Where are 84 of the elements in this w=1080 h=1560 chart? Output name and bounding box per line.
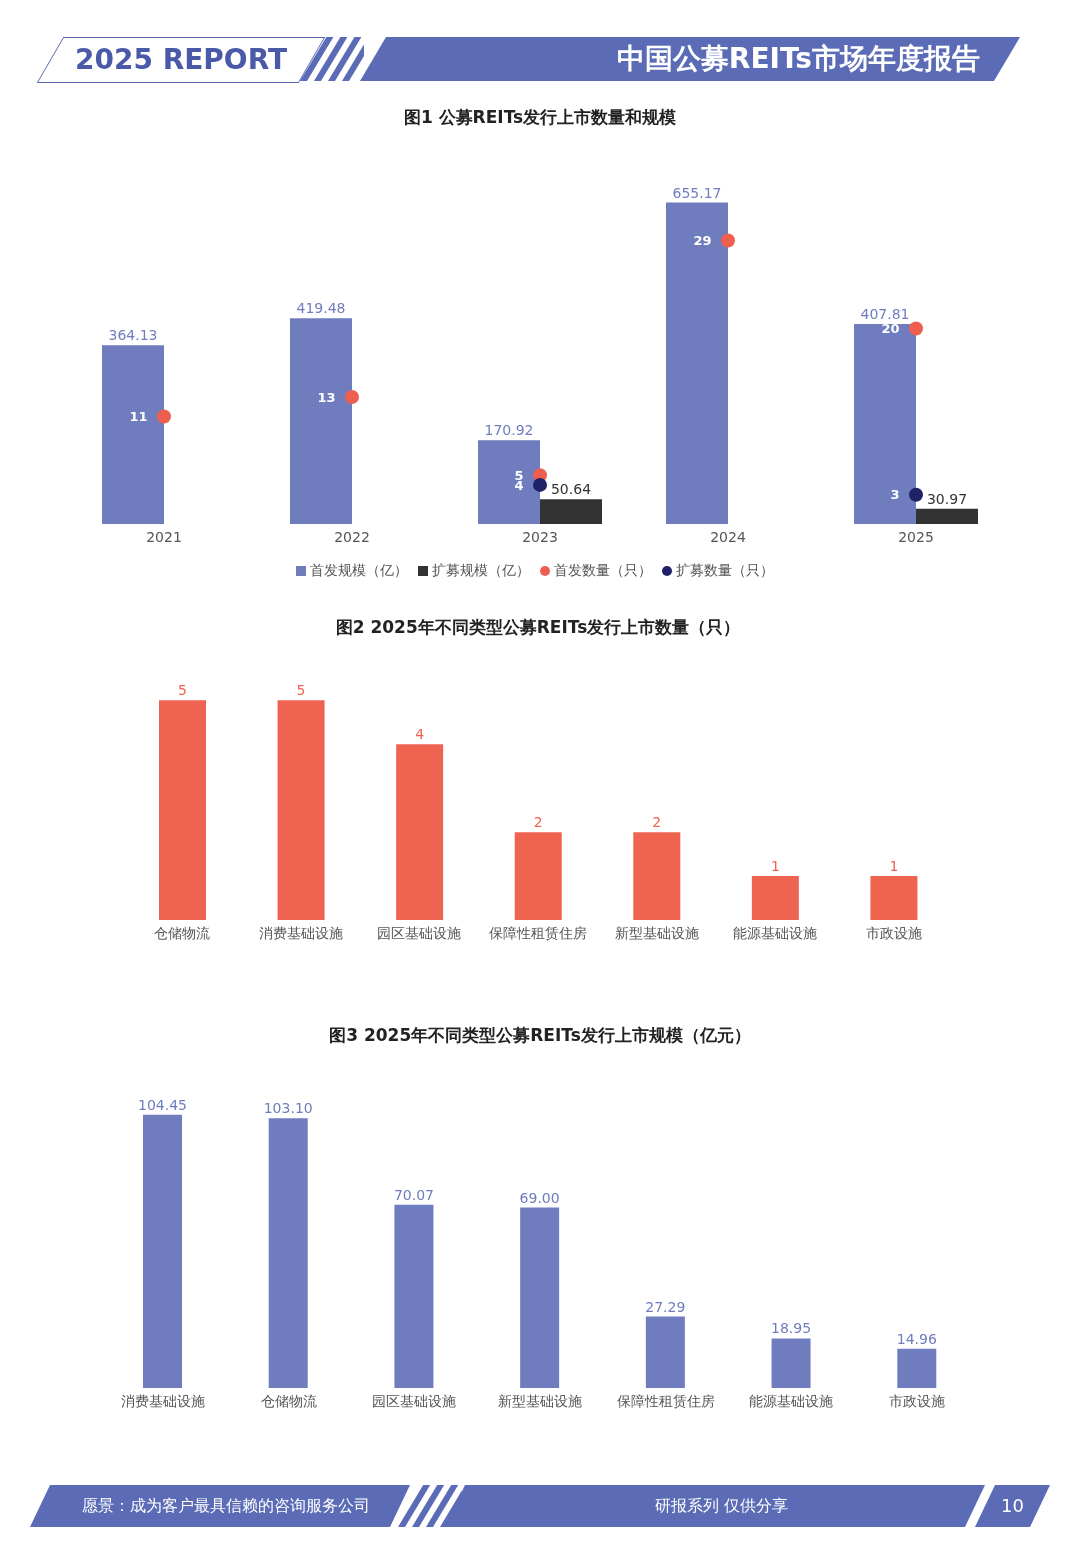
x-tick-label: 园区基础设施: [377, 924, 462, 941]
point: [909, 487, 923, 502]
bar: [751, 876, 799, 920]
bar: [666, 202, 728, 524]
x-tick-label: 新型基础设施: [498, 1392, 582, 1409]
data-label: 4: [415, 726, 425, 743]
legend-label: 扩募数量（只）: [676, 562, 774, 578]
legend-label: 首发规模（亿）: [310, 562, 408, 578]
bar: [514, 832, 562, 920]
chart-title: 图2 2025年不同类型公募REITs发行上市数量（只）: [334, 616, 742, 639]
bar: [394, 1204, 434, 1388]
data-label: 5: [178, 682, 187, 699]
data-label: 419.48: [296, 300, 346, 317]
data-label: 1: [889, 858, 899, 875]
data-label: 407.81: [860, 305, 910, 322]
x-tick-label: 消费基础设施: [258, 924, 343, 941]
data-label: 69.00: [519, 1189, 560, 1206]
data-label: 70.07: [393, 1186, 434, 1203]
data-label: 3: [890, 487, 900, 503]
bar: [277, 700, 325, 920]
x-tick-label: 园区基础设施: [372, 1392, 457, 1409]
bar: [771, 1338, 811, 1388]
legend-label: 首发数量（只）: [554, 562, 652, 578]
point: [909, 321, 923, 336]
bar: [870, 876, 918, 920]
x-tick-label: 新型基础设施: [614, 924, 699, 941]
data-label: 18.95: [771, 1320, 812, 1337]
bar: [916, 508, 978, 524]
x-tick-label: 2025: [898, 528, 934, 545]
bar: [540, 499, 602, 524]
bar: [143, 1114, 182, 1388]
data-label: 364.13: [108, 327, 158, 344]
data-label: 170.92: [484, 422, 534, 439]
data-label: 30.97: [926, 490, 968, 507]
x-tick-label: 市政设施: [889, 1392, 946, 1409]
text: 10: [975, 1485, 1050, 1527]
data-label: 5: [296, 682, 306, 699]
bar: [268, 1118, 308, 1388]
text: 研报系列 仅供分享: [445, 1485, 985, 1527]
x-tick-label: 市政设施: [865, 924, 922, 941]
bar: [633, 832, 681, 920]
point: [533, 477, 547, 492]
bar: [520, 1207, 560, 1388]
data-label: 103.10: [263, 1100, 313, 1117]
text: 愿景：成为客户最具信赖的咨询服务公司: [30, 1485, 410, 1527]
data-label: 1: [770, 858, 780, 875]
chart-title: 图3 2025年不同类型公募REITs发行上市规模（亿元）: [328, 1024, 752, 1047]
bar: [290, 318, 352, 524]
data-label: 20: [881, 321, 900, 337]
point: [157, 409, 171, 424]
data-label: 50.64: [550, 481, 592, 498]
x-tick-label: 2023: [522, 528, 558, 545]
bar: [396, 744, 444, 920]
x-tick-label: 2022: [334, 528, 370, 545]
data-label: 655.17: [672, 184, 722, 201]
data-label: 13: [317, 389, 336, 405]
x-tick-label: 能源基础设施: [733, 924, 818, 941]
x-tick-label: 消费基础设施: [120, 1392, 205, 1409]
x-tick-label: 2024: [710, 528, 746, 545]
data-label: 104.45: [138, 1096, 187, 1113]
bar: [645, 1316, 685, 1388]
bar: [478, 440, 540, 524]
text: 2025 REPORT: [73, 42, 289, 78]
bar: [854, 323, 916, 524]
point: [345, 389, 359, 404]
legend-label: 扩募规模（亿）: [432, 562, 530, 578]
x-tick-label: 仓储物流: [260, 1392, 317, 1409]
point: [721, 233, 735, 248]
x-tick-label: 2021: [146, 528, 182, 545]
bar: [159, 700, 206, 920]
x-tick-label: 保障性租赁住房: [616, 1392, 715, 1409]
x-tick-label: 能源基础设施: [749, 1392, 834, 1409]
bar: [897, 1348, 937, 1388]
data-label: 11: [129, 409, 148, 425]
x-tick-label: 保障性租赁住房: [489, 924, 587, 941]
data-label: 2: [533, 814, 543, 831]
data-label: 2: [652, 814, 662, 831]
data-label: 29: [693, 233, 712, 249]
bar: [102, 345, 164, 524]
x-tick-label: 仓储物流: [154, 924, 211, 941]
chart-title: 图1 公募REITs发行上市数量和规模: [402, 106, 678, 129]
data-label: 14.96: [896, 1330, 937, 1347]
text: 中国公募REITs市场年度报告: [360, 37, 1020, 81]
data-label: 27.29: [645, 1298, 686, 1315]
